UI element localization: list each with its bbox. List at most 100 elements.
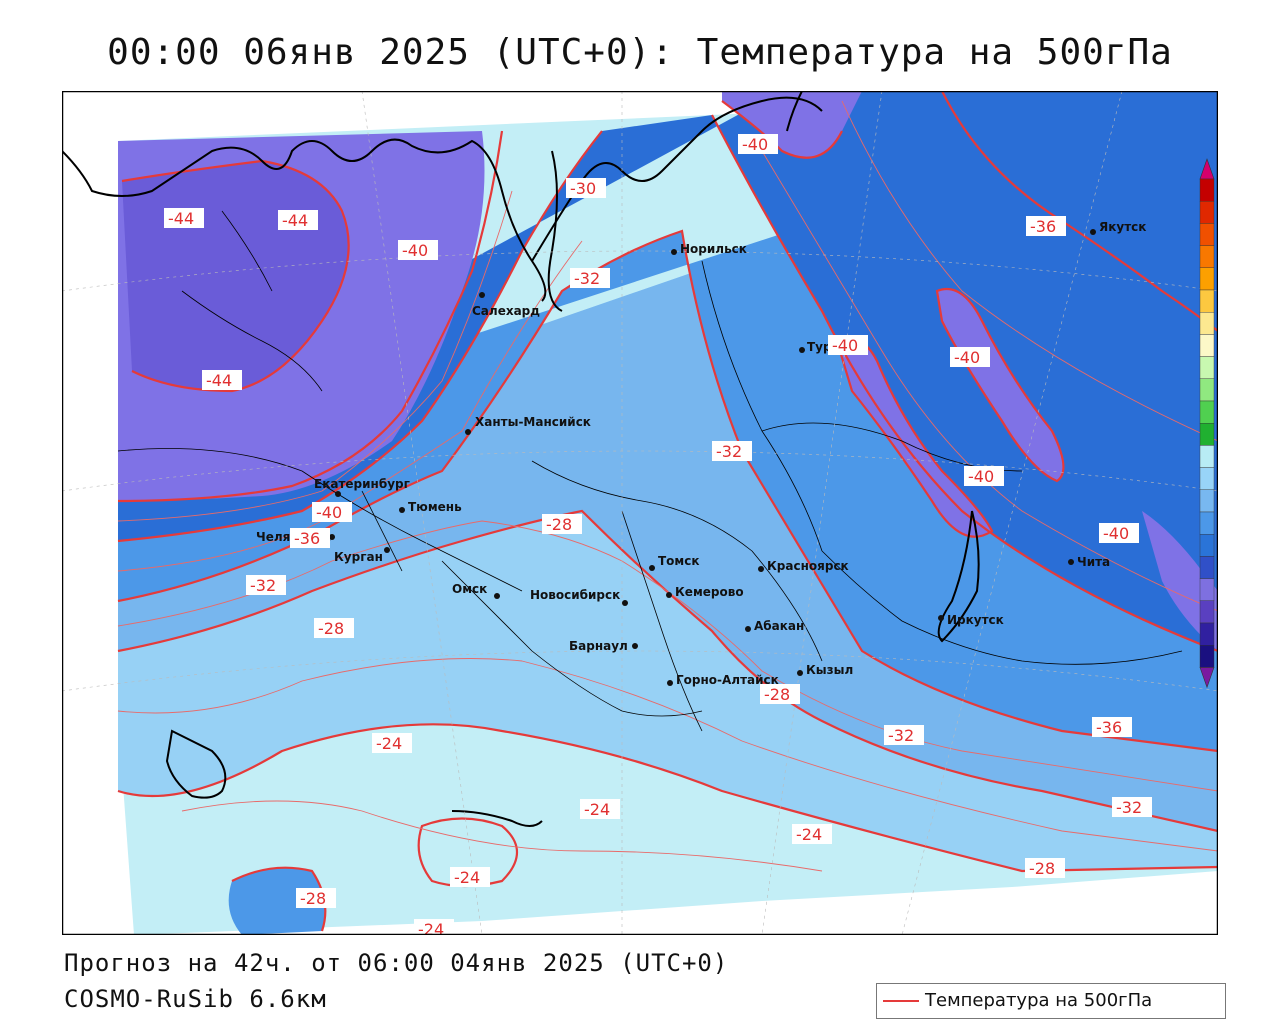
contour-label: -28	[1025, 858, 1065, 878]
svg-text:Норильск: Норильск	[680, 242, 747, 256]
svg-text:-40: -40	[316, 503, 342, 522]
svg-text:Новосибирск: Новосибирск	[530, 588, 620, 602]
svg-text:-24: -24	[418, 920, 444, 935]
contour-label: -36	[1092, 717, 1132, 737]
city-chita[interactable]: Чита	[1068, 555, 1110, 569]
city-omsk[interactable]: Омск	[452, 582, 500, 599]
svg-text:-24: -24	[454, 868, 480, 887]
svg-text:Салехард: Салехард	[472, 304, 540, 318]
temp-zone-minus40-d	[937, 289, 1064, 481]
contour-label: -30	[566, 178, 606, 198]
colorbar-swatch	[1199, 200, 1215, 224]
city-kemerovo[interactable]: Кемерово	[666, 585, 744, 599]
city-krasnoyarsk[interactable]: Красноярск	[758, 559, 849, 573]
temp-patch-c	[228, 867, 326, 935]
svg-text:-40: -40	[832, 336, 858, 355]
svg-text:-32: -32	[574, 269, 600, 288]
contour-label: -40	[312, 502, 352, 522]
svg-text:-28: -28	[1029, 859, 1055, 878]
temp-zone-minus40-c	[837, 338, 992, 537]
colorbar-swatch	[1199, 489, 1215, 513]
svg-text:-32: -32	[888, 726, 914, 745]
svg-text:-36: -36	[1030, 217, 1056, 236]
svg-text:-24: -24	[376, 734, 402, 753]
svg-text:Кемерово: Кемерово	[675, 585, 744, 599]
legend-box: Температура на 500гПа	[876, 983, 1226, 1019]
svg-text:Ханты-Мансийск: Ханты-Мансийск	[475, 415, 591, 429]
map-canvas[interactable]: Якутск Норильск Салехард Тура Ханты-Манс…	[62, 91, 1218, 935]
colorbar-swatch	[1199, 334, 1215, 357]
svg-text:Кызыл: Кызыл	[806, 663, 853, 677]
colorbar-swatch	[1199, 467, 1215, 491]
svg-text:-30: -30	[570, 179, 596, 198]
contour-label: -40	[964, 466, 1004, 486]
svg-text:Курган: Курган	[334, 550, 383, 564]
city-norilsk[interactable]: Норильск	[671, 242, 747, 256]
svg-text:Екатеринбург: Екатеринбург	[314, 477, 410, 491]
colorbar-swatch	[1199, 245, 1215, 269]
colorbar: 2824201612840-4-8-12-16-20-24-28-32-36-4…	[1199, 158, 1215, 689]
colorbar-swatch	[1199, 289, 1215, 313]
temp-zone-minus40-b	[722, 91, 862, 158]
colorbar-swatch	[1199, 311, 1215, 335]
contour-label: -32	[884, 725, 924, 745]
colorbar-swatch	[1199, 178, 1215, 202]
svg-text:-36: -36	[294, 529, 320, 548]
city-barnaul[interactable]: Барнаул	[569, 639, 638, 653]
city-khanty-mansiysk[interactable]: Ханты-Мансийск	[465, 415, 591, 435]
city-gorno-altaysk[interactable]: Горно-Алтайск	[667, 673, 779, 687]
contour-label: -24	[792, 824, 832, 844]
model-name: COSMO-RuSib 6.6км	[64, 985, 327, 1013]
city-abakan[interactable]: Абакан	[745, 619, 804, 633]
contour-label: -40	[828, 335, 868, 355]
colorbar-swatch	[1199, 511, 1215, 535]
contour-label: -24	[580, 799, 620, 819]
svg-text:Барнаул: Барнаул	[569, 639, 628, 653]
svg-text:Иркутск: Иркутск	[947, 613, 1004, 627]
city-salekhard[interactable]: Салехард	[472, 292, 540, 318]
contour-label: -32	[1112, 797, 1152, 817]
city-kyzyl[interactable]: Кызыл	[797, 663, 853, 677]
coastlines	[62, 91, 980, 827]
city-markers: Якутск Норильск Салехард Тура Ханты-Манс…	[256, 220, 1146, 687]
svg-text:-44: -44	[168, 209, 194, 228]
svg-text:Абакан: Абакан	[754, 619, 804, 633]
legend-line-swatch	[883, 1000, 919, 1002]
svg-text:-40: -40	[968, 467, 994, 486]
svg-text:Якутск: Якутск	[1099, 220, 1146, 234]
svg-text:-40: -40	[402, 241, 428, 260]
map-frame	[62, 91, 1218, 935]
city-tyumen[interactable]: Тюмень	[399, 500, 462, 514]
city-kurgan[interactable]: Курган	[334, 547, 390, 564]
contour-label: -40	[738, 134, 778, 154]
svg-text:Чита: Чита	[1077, 555, 1110, 569]
colorbar-arrow-bottom	[1199, 667, 1215, 689]
forecast-info: Прогноз на 42ч. от 06:00 04янв 2025 (UTC…	[64, 949, 729, 977]
colorbar-swatch	[1199, 445, 1215, 468]
svg-text:-32: -32	[250, 576, 276, 595]
city-novosibirsk[interactable]: Новосибирск	[530, 588, 628, 606]
graticule	[62, 91, 1218, 935]
colorbar-swatch	[1199, 600, 1215, 624]
svg-text:Тюмень: Тюмень	[408, 500, 462, 514]
colorbar-swatch	[1199, 356, 1215, 380]
colorbar-swatch	[1199, 534, 1215, 557]
contour-label: -32	[570, 268, 610, 288]
svg-text:-32: -32	[1116, 798, 1142, 817]
contour-label: -36	[1026, 216, 1066, 236]
city-tomsk[interactable]: Томск	[649, 554, 700, 571]
city-irkutsk[interactable]: Иркутск	[938, 613, 1004, 627]
colorbar-swatch	[1199, 378, 1215, 402]
contour-label: -40	[950, 347, 990, 367]
contour-label: -40	[398, 240, 438, 260]
contour-label: -44	[202, 370, 242, 390]
svg-text:-28: -28	[764, 685, 790, 704]
contour-labels: -40 -44 -44 -40 -30 -32 -44 -40 -36 -40 …	[164, 134, 1152, 935]
svg-text:-24: -24	[584, 800, 610, 819]
city-yekaterinburg[interactable]: Екатеринбург	[314, 477, 410, 497]
svg-text:-40: -40	[954, 348, 980, 367]
city-yakutsk[interactable]: Якутск	[1090, 220, 1146, 235]
contour-label: -28	[296, 888, 336, 908]
colorbar-swatch	[1199, 267, 1215, 291]
colorbar-swatch	[1199, 645, 1215, 668]
